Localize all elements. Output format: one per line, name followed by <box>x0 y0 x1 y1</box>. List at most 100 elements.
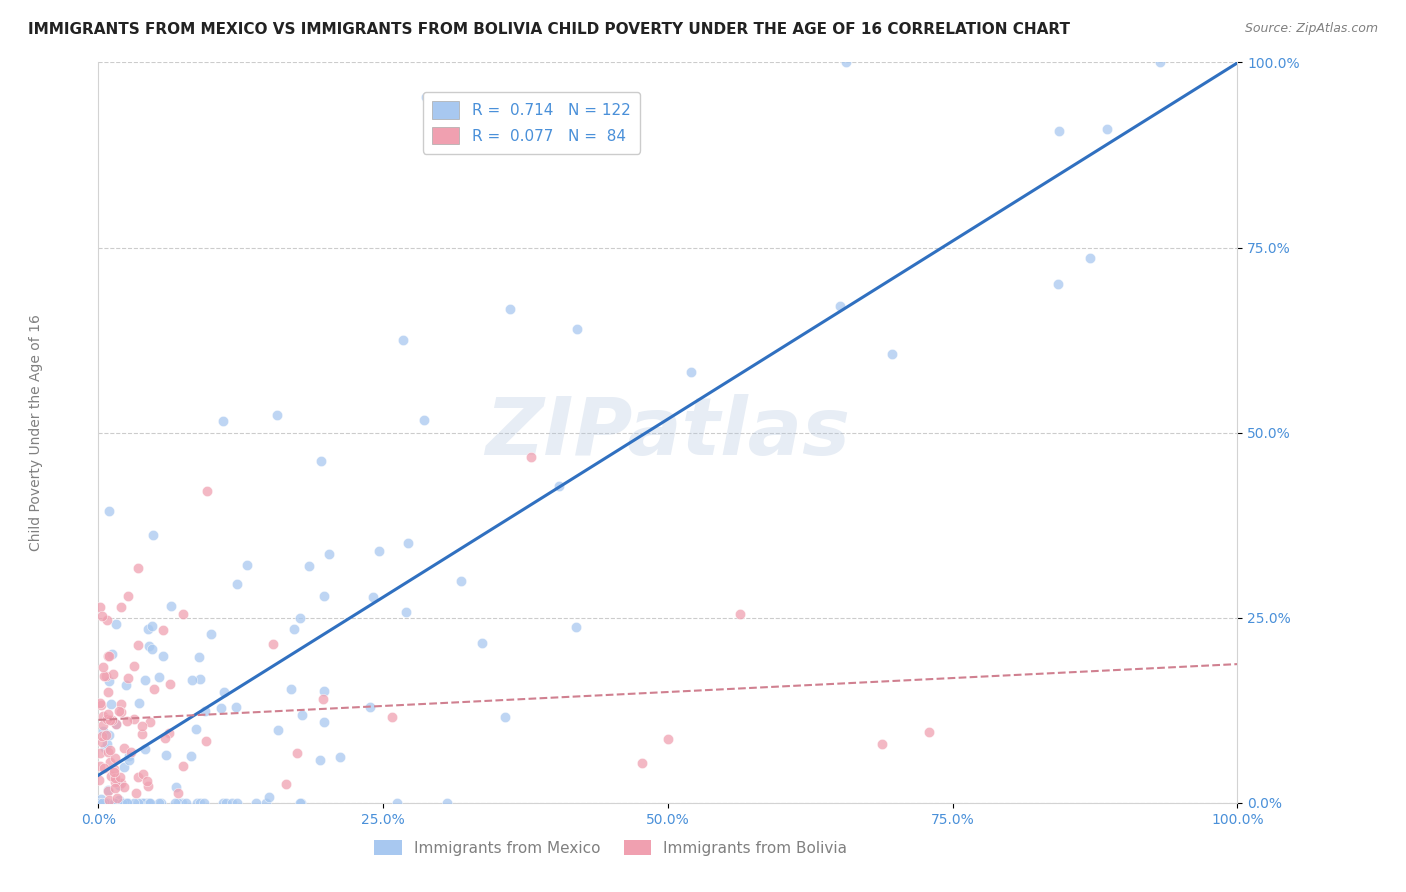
Point <box>172 607 194 621</box>
Point <box>91 718 114 732</box>
Point <box>285 746 308 760</box>
Point <box>122 712 145 726</box>
Point <box>91 709 114 723</box>
Point <box>131 718 153 732</box>
Point <box>89 600 111 615</box>
Point <box>138 796 160 810</box>
Point <box>290 796 312 810</box>
Point <box>110 776 132 790</box>
Point <box>367 543 389 558</box>
Point <box>167 786 190 800</box>
Point <box>359 700 381 714</box>
Point <box>96 737 118 751</box>
Point <box>226 577 249 591</box>
Point <box>180 673 202 687</box>
Point <box>297 558 319 573</box>
Point <box>93 669 115 683</box>
Point <box>112 741 135 756</box>
Point <box>141 619 163 633</box>
Point <box>105 716 128 731</box>
Point <box>166 796 188 810</box>
Point <box>91 660 114 674</box>
Point <box>90 608 112 623</box>
Point <box>136 623 159 637</box>
Point <box>870 737 893 751</box>
Point <box>254 796 277 810</box>
Point <box>221 796 243 810</box>
Point <box>149 796 172 810</box>
Point <box>385 796 408 810</box>
Point <box>101 713 124 727</box>
Point <box>105 791 128 805</box>
Point <box>141 642 163 657</box>
Point <box>128 696 150 710</box>
Point <box>184 722 207 736</box>
Point <box>188 796 211 810</box>
Point <box>135 796 157 810</box>
Point <box>96 796 118 810</box>
Point <box>93 761 115 775</box>
Point <box>97 685 120 699</box>
Point <box>127 560 149 574</box>
Point <box>395 605 418 619</box>
Point <box>499 302 522 317</box>
Point <box>172 759 194 773</box>
Point <box>136 796 159 810</box>
Point <box>108 771 131 785</box>
Point <box>828 299 851 313</box>
Point <box>115 678 138 692</box>
Point <box>97 784 120 798</box>
Point <box>117 714 139 729</box>
Point <box>103 765 125 780</box>
Point <box>139 714 162 729</box>
Point <box>89 796 111 810</box>
Point <box>90 735 112 749</box>
Point <box>122 658 145 673</box>
Point <box>1078 251 1101 265</box>
Point <box>266 409 288 423</box>
Point <box>135 774 157 789</box>
Point <box>450 574 472 589</box>
Point <box>104 751 127 765</box>
Point <box>309 753 332 767</box>
Point <box>835 55 858 70</box>
Point <box>117 671 139 685</box>
Point <box>110 697 132 711</box>
Point <box>120 745 142 759</box>
Point <box>309 454 332 468</box>
Point <box>108 793 131 807</box>
Text: IMMIGRANTS FROM MEXICO VS IMMIGRANTS FROM BOLIVIA CHILD POVERTY UNDER THE AGE OF: IMMIGRANTS FROM MEXICO VS IMMIGRANTS FRO… <box>28 22 1070 37</box>
Point <box>118 753 141 767</box>
Point <box>97 706 120 721</box>
Point <box>96 613 118 627</box>
Point <box>110 796 132 810</box>
Point <box>212 415 235 429</box>
Point <box>548 478 571 492</box>
Point <box>89 773 111 788</box>
Point <box>471 636 494 650</box>
Point <box>118 749 141 764</box>
Point <box>96 712 118 726</box>
Point <box>91 796 114 810</box>
Point <box>880 347 903 361</box>
Text: Child Poverty Under the Age of 16: Child Poverty Under the Age of 16 <box>28 314 42 551</box>
Point <box>380 710 402 724</box>
Point <box>565 619 588 633</box>
Point <box>115 796 138 810</box>
Point <box>679 365 702 379</box>
Point <box>89 746 111 760</box>
Point <box>312 715 335 730</box>
Point <box>94 740 117 755</box>
Point <box>96 668 118 682</box>
Point <box>215 796 238 810</box>
Point <box>657 731 679 746</box>
Point <box>103 762 125 776</box>
Point <box>494 710 516 724</box>
Point <box>101 647 124 661</box>
Point <box>132 796 155 810</box>
Point <box>728 607 751 621</box>
Point <box>520 450 543 464</box>
Point <box>104 781 127 796</box>
Point <box>89 759 111 773</box>
Point <box>155 747 177 762</box>
